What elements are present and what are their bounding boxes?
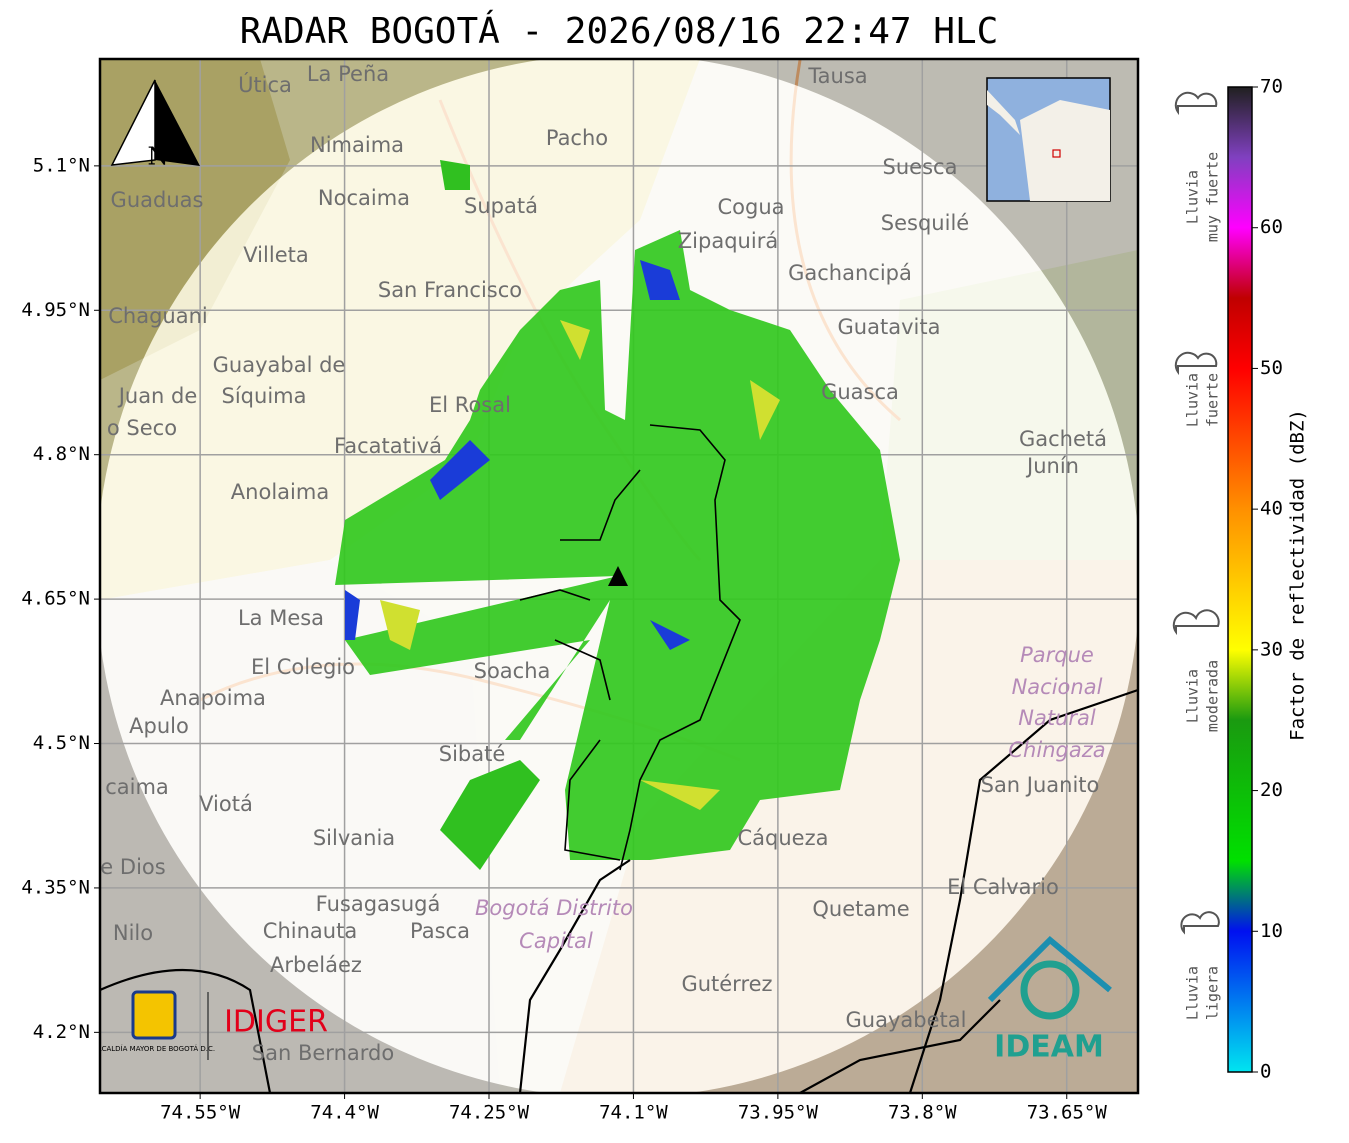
place-label: Capital	[519, 929, 593, 953]
place-label: Bogotá Distrito	[475, 896, 633, 920]
place-label: Pacho	[546, 126, 608, 150]
place-label: Gachetá	[1019, 427, 1107, 451]
y-tick-label: 5.1°N	[33, 154, 90, 176]
alcaldia-logo: ALCALDÍA MAYOR DE BOGOTÁ D.C.	[93, 1044, 215, 1053]
colorbar-label: Factor de reflectividad (dBZ)	[1287, 409, 1309, 741]
rain-category: Lluvia	[1184, 373, 1202, 427]
place-label: Suesca	[883, 155, 958, 179]
idiger-logo: IDIGER	[224, 1005, 328, 1040]
x-tick-label: 74.1°W	[599, 1102, 668, 1124]
place-label: Chingaza	[1008, 738, 1105, 762]
place-label: Quetame	[812, 897, 909, 921]
place-label: Gutérrez	[681, 972, 772, 996]
place-label: Guayabetal	[846, 1008, 967, 1032]
x-tick-label: 74.4°W	[310, 1102, 379, 1124]
north-label: N	[148, 143, 169, 171]
y-tick-label: 4.8°N	[33, 443, 90, 465]
y-tick-label: 4.65°N	[21, 588, 90, 610]
title: RADAR BOGOTÁ - 2026/08/16 22:47 HLC	[240, 10, 999, 52]
place-label: Zipaquirá	[678, 229, 778, 253]
y-tick-label: 4.35°N	[21, 876, 90, 898]
colorbar	[1227, 86, 1253, 1073]
map: La Peña Útica Tausa Pacho Nimaima Suesca Guadu…	[93, 59, 1138, 1093]
place-label: caima	[105, 775, 169, 799]
place-label: Sesquilé	[881, 211, 969, 235]
place-label: Anolaima	[231, 480, 329, 504]
place-label: Cogua	[717, 195, 784, 219]
rain-category: ligera	[1204, 966, 1222, 1020]
place-label: Fusagasugá	[316, 892, 441, 916]
y-tick-label: 4.95°N	[21, 299, 90, 321]
place-label: Nimaima	[310, 133, 404, 157]
place-label: El Colegio	[251, 655, 355, 679]
place-label: Útica	[238, 72, 292, 97]
colorbar-tick-label: 30	[1260, 638, 1283, 660]
place-label: San Francisco	[378, 278, 522, 302]
colorbar-tick-label: 50	[1260, 357, 1283, 379]
place-label: Facatativá	[334, 434, 442, 458]
place-label: Guaduas	[111, 188, 204, 212]
place-label: Cáqueza	[738, 826, 829, 850]
place-label: Supatá	[464, 194, 538, 218]
rain-category: Lluvia	[1184, 170, 1202, 224]
place-label: Apulo	[129, 714, 189, 738]
y-tick-label: 4.5°N	[33, 732, 90, 754]
place-label: Guayabal de	[213, 353, 346, 377]
rain-category: muy fuerte	[1204, 152, 1222, 242]
colorbar-tick-label: 20	[1260, 779, 1283, 801]
place-label: Sibaté	[439, 742, 506, 766]
place-label: San Bernardo	[252, 1041, 394, 1065]
place-label: Pasca	[410, 919, 470, 943]
place-label: Anapoima	[160, 686, 266, 710]
place-label: El Rosal	[429, 393, 511, 417]
rain-category: fuerte	[1204, 373, 1222, 427]
rain-category: Lluvia	[1184, 669, 1202, 723]
colorbar-tick-label: 40	[1260, 498, 1283, 520]
x-tick-label: 74.55°W	[160, 1102, 241, 1124]
place-label: Arbeláez	[270, 953, 362, 977]
place-label: El Calvario	[947, 875, 1059, 899]
map-frame	[98, 57, 1140, 1095]
colorbar-tick-label: 10	[1260, 920, 1283, 942]
place-label: Nilo	[113, 921, 153, 945]
x-tick-label: 73.65°W	[1027, 1102, 1108, 1124]
colorbar-tick-label: 0	[1260, 1061, 1271, 1083]
place-label: Natural	[1018, 706, 1096, 730]
place-label: e Dios	[100, 855, 165, 879]
place-label: Chinauta	[263, 919, 357, 943]
x-tick-label: 73.8°W	[888, 1102, 957, 1124]
rain-category: moderada	[1204, 660, 1222, 732]
place-label: o Seco	[107, 416, 177, 440]
place-label: Tausa	[807, 64, 867, 88]
place-label: Juan de	[117, 384, 198, 408]
place-label: San Juanito	[981, 773, 1100, 797]
place-label: Guatavita	[838, 315, 941, 339]
place-label: La Peña	[307, 62, 389, 86]
place-label: Junín	[1025, 454, 1079, 478]
place-label: Soacha	[474, 659, 551, 683]
place-label: Chaguani	[108, 304, 208, 328]
colorbar-tick-label: 70	[1260, 76, 1283, 98]
x-tick-label: 73.95°W	[738, 1102, 819, 1124]
place-label: Viotá	[199, 792, 253, 816]
place-label: Síquima	[222, 384, 307, 408]
place-label: Nacional	[1012, 675, 1103, 699]
place-label: Gachancipá	[788, 261, 912, 285]
x-tick-label: 74.25°W	[449, 1102, 530, 1124]
colorbar-tick-label: 60	[1260, 216, 1283, 238]
ideam-logo: IDEAM	[994, 1030, 1104, 1065]
place-label: La Mesa	[238, 606, 324, 630]
place-label: Villeta	[243, 243, 308, 267]
y-tick-label: 4.2°N	[33, 1021, 90, 1043]
rain-category: Lluvia	[1184, 966, 1202, 1020]
place-label: Parque	[1020, 643, 1094, 667]
place-label: Nocaima	[318, 186, 410, 210]
place-label: Silvania	[313, 826, 395, 850]
place-label: Guasca	[821, 380, 899, 404]
